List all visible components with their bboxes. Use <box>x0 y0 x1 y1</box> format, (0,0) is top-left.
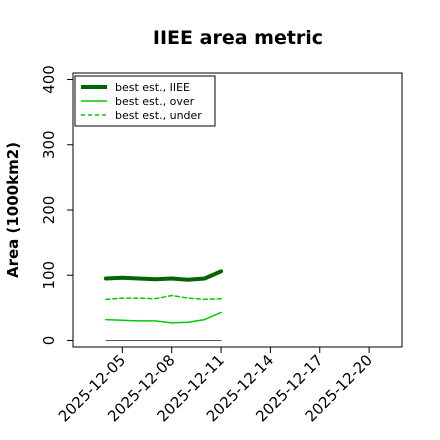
series-line-1 <box>105 311 222 324</box>
y-tick-label: 400 <box>40 65 58 94</box>
x-axis: 2025-12-052025-12-082025-12-112025-12-14… <box>55 347 376 425</box>
legend-label: best est., IIEE <box>115 81 190 94</box>
y-axis-label: Area (1000km2) <box>4 142 22 278</box>
y-tick-label: 100 <box>40 261 58 290</box>
y-tick-label: 200 <box>40 196 58 225</box>
chart-title: IIEE area metric <box>153 27 323 49</box>
y-tick-label: 0 <box>40 336 58 346</box>
series-line-2 <box>105 294 222 301</box>
y-tick-label: 300 <box>40 130 58 159</box>
y-axis: 0 100 200 300 400 <box>40 65 73 345</box>
legend-label: best est., over <box>115 95 195 108</box>
legend-label: best est., under <box>115 109 202 122</box>
series-layer <box>103 269 224 341</box>
series-line-0 <box>103 269 224 282</box>
